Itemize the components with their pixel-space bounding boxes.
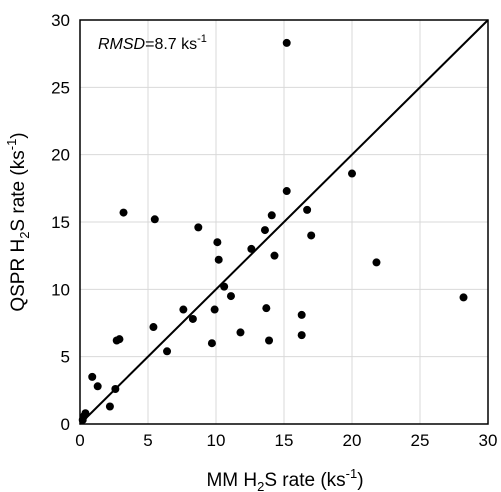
x-tick-label-0: 0	[75, 431, 84, 450]
data-point-19	[214, 255, 223, 264]
x-tick-label-5: 25	[411, 431, 430, 450]
plot-frame	[79, 19, 489, 425]
data-point-30	[282, 38, 291, 47]
data-point-8	[115, 335, 124, 344]
x-tick-labels: 0 5 10 15 20 25 30	[75, 431, 497, 450]
data-point-12	[163, 347, 172, 356]
data-point-2	[81, 409, 90, 418]
y-tick-label-4: 20	[51, 146, 70, 165]
data-point-35	[348, 169, 356, 178]
x-tick-label-4: 20	[343, 431, 362, 450]
rmsd-value: =8.7 ks	[145, 36, 197, 53]
data-point-16	[207, 339, 216, 348]
x-axis-title-sup: -1	[346, 466, 358, 481]
y-tick-label-1: 5	[61, 348, 70, 367]
y-axis-title-sub: 2	[17, 232, 32, 239]
y-tick-label-2: 10	[51, 280, 70, 299]
data-point-31	[297, 310, 306, 319]
y-tick-label-5: 25	[51, 78, 70, 97]
data-point-10	[149, 323, 158, 332]
data-point-33	[303, 205, 312, 214]
data-points	[78, 38, 468, 424]
x-axis-title-post: )	[357, 470, 363, 491]
data-point-4	[93, 382, 102, 391]
data-point-11	[150, 215, 159, 224]
rmsd-annotation: RMSD=8.7 ks-1	[98, 33, 207, 53]
y-tick-labels: 0 5 10 15 20 25 30	[51, 11, 70, 434]
y-axis-title-pre: QSPR H	[8, 239, 29, 312]
identity-line-group	[79, 19, 489, 425]
data-point-32	[297, 331, 306, 340]
y-axis-title: QSPR H2S rate (ks-1)	[4, 132, 32, 311]
x-axis-title: MM H2S rate (ks-1)	[206, 466, 363, 492]
data-point-20	[220, 282, 229, 291]
data-point-17	[210, 305, 219, 314]
x-tick-label-6: 30	[479, 431, 498, 450]
data-point-28	[270, 251, 279, 260]
data-point-34	[307, 231, 316, 240]
rmsd-italic: RMSD	[98, 36, 146, 53]
data-point-22	[236, 328, 245, 337]
y-axis-title-mid: S rate (ks	[8, 150, 29, 231]
data-point-21	[226, 292, 235, 301]
data-point-3	[88, 372, 97, 381]
y-axis-title-post: )	[8, 132, 29, 138]
data-point-5	[105, 402, 114, 411]
data-point-36	[372, 258, 381, 267]
x-axis-title-pre: MM H	[206, 470, 257, 491]
data-point-27	[267, 211, 276, 220]
plot-border	[79, 19, 489, 425]
data-point-29	[282, 187, 291, 196]
x-axis-title-mid: S rate (ks	[264, 470, 345, 491]
identity-line	[79, 19, 489, 425]
x-axis-title-sub: 2	[257, 479, 264, 492]
data-point-26	[265, 336, 274, 345]
data-point-25	[262, 304, 271, 313]
data-point-37	[459, 293, 468, 302]
y-axis-title-sup: -1	[4, 139, 19, 151]
data-point-6	[111, 384, 120, 393]
x-tick-label-3: 15	[275, 431, 294, 450]
y-tick-label-0: 0	[61, 415, 70, 434]
y-tick-label-3: 15	[51, 213, 70, 232]
data-point-9	[119, 208, 128, 217]
x-tick-label-1: 5	[143, 431, 152, 450]
data-point-24	[260, 226, 269, 235]
x-tick-label-2: 10	[207, 431, 226, 450]
data-point-13	[179, 305, 188, 314]
data-point-14	[188, 314, 197, 323]
y-tick-label-6: 30	[51, 11, 70, 30]
rmsd-unit-sup: -1	[197, 33, 207, 45]
data-point-15	[194, 223, 203, 232]
data-point-23	[247, 244, 256, 253]
data-point-18	[213, 238, 222, 247]
